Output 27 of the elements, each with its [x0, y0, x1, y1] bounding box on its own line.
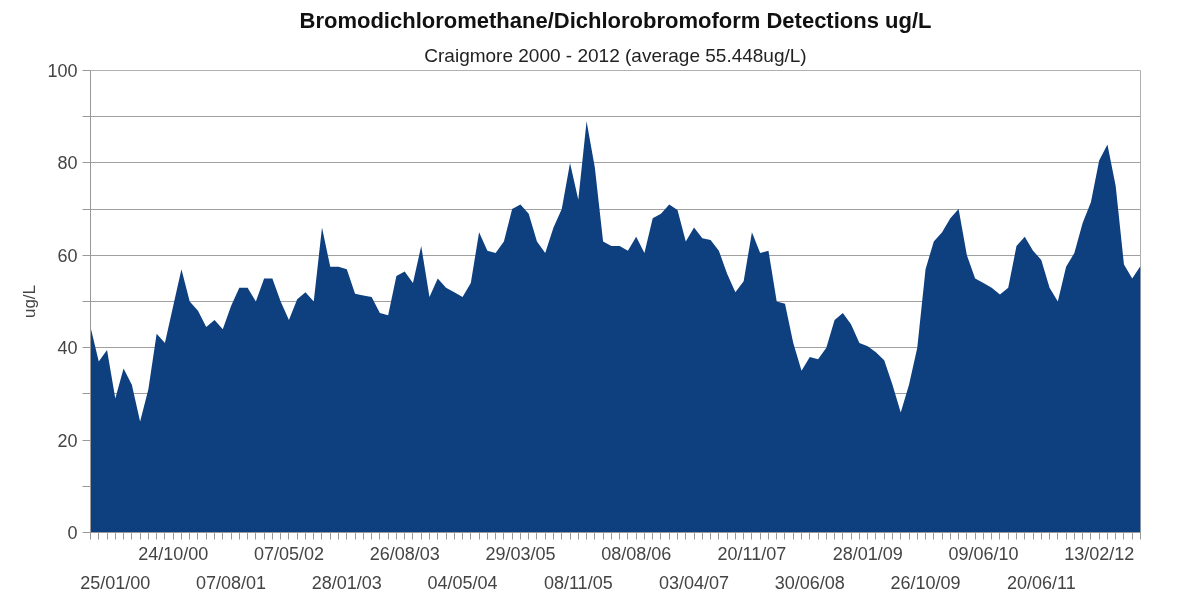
x-tick-label: 30/06/08	[774, 572, 845, 593]
chart-subtitle: Craigmore 2000 - 2012 (average 55.448ug/L)	[424, 44, 807, 66]
x-tick-label: 08/08/06	[601, 543, 672, 564]
chart-title: Bromodichloromethane/Dichlorobromoform Detections ug/L	[299, 7, 932, 33]
x-tick-label: 26/08/03	[369, 543, 440, 564]
x-tick-label: 07/08/01	[196, 572, 267, 593]
y-tick-label: 60	[57, 245, 78, 266]
x-tick-label: 07/05/02	[253, 543, 324, 564]
x-tick-label: 03/04/07	[659, 572, 730, 593]
y-tick-label: 20	[57, 430, 78, 451]
x-tick-label: 29/03/05	[485, 543, 556, 564]
y-axis-title: ug/L	[20, 284, 40, 319]
x-tick-label: 09/06/10	[948, 543, 1019, 564]
x-tick-label: 08/11/05	[543, 572, 613, 593]
x-tick-label: 20/11/07	[717, 543, 787, 564]
x-tick-label: 20/06/11	[1006, 572, 1076, 593]
x-tick-label: 04/05/04	[427, 572, 498, 593]
y-tick-label: 40	[57, 338, 78, 359]
x-tick-label: 24/10/00	[138, 543, 209, 564]
y-tick-label: 0	[67, 523, 78, 543]
x-tick-label: 26/10/09	[890, 572, 961, 593]
y-tick-label: 100	[47, 61, 78, 81]
y-tick-label: 80	[57, 153, 78, 174]
x-tick-label: 13/02/12	[1064, 543, 1135, 564]
x-tick-label: 25/01/00	[80, 572, 151, 593]
x-tick-label: 28/01/09	[832, 543, 903, 564]
x-tick-label: 28/01/03	[311, 572, 382, 593]
